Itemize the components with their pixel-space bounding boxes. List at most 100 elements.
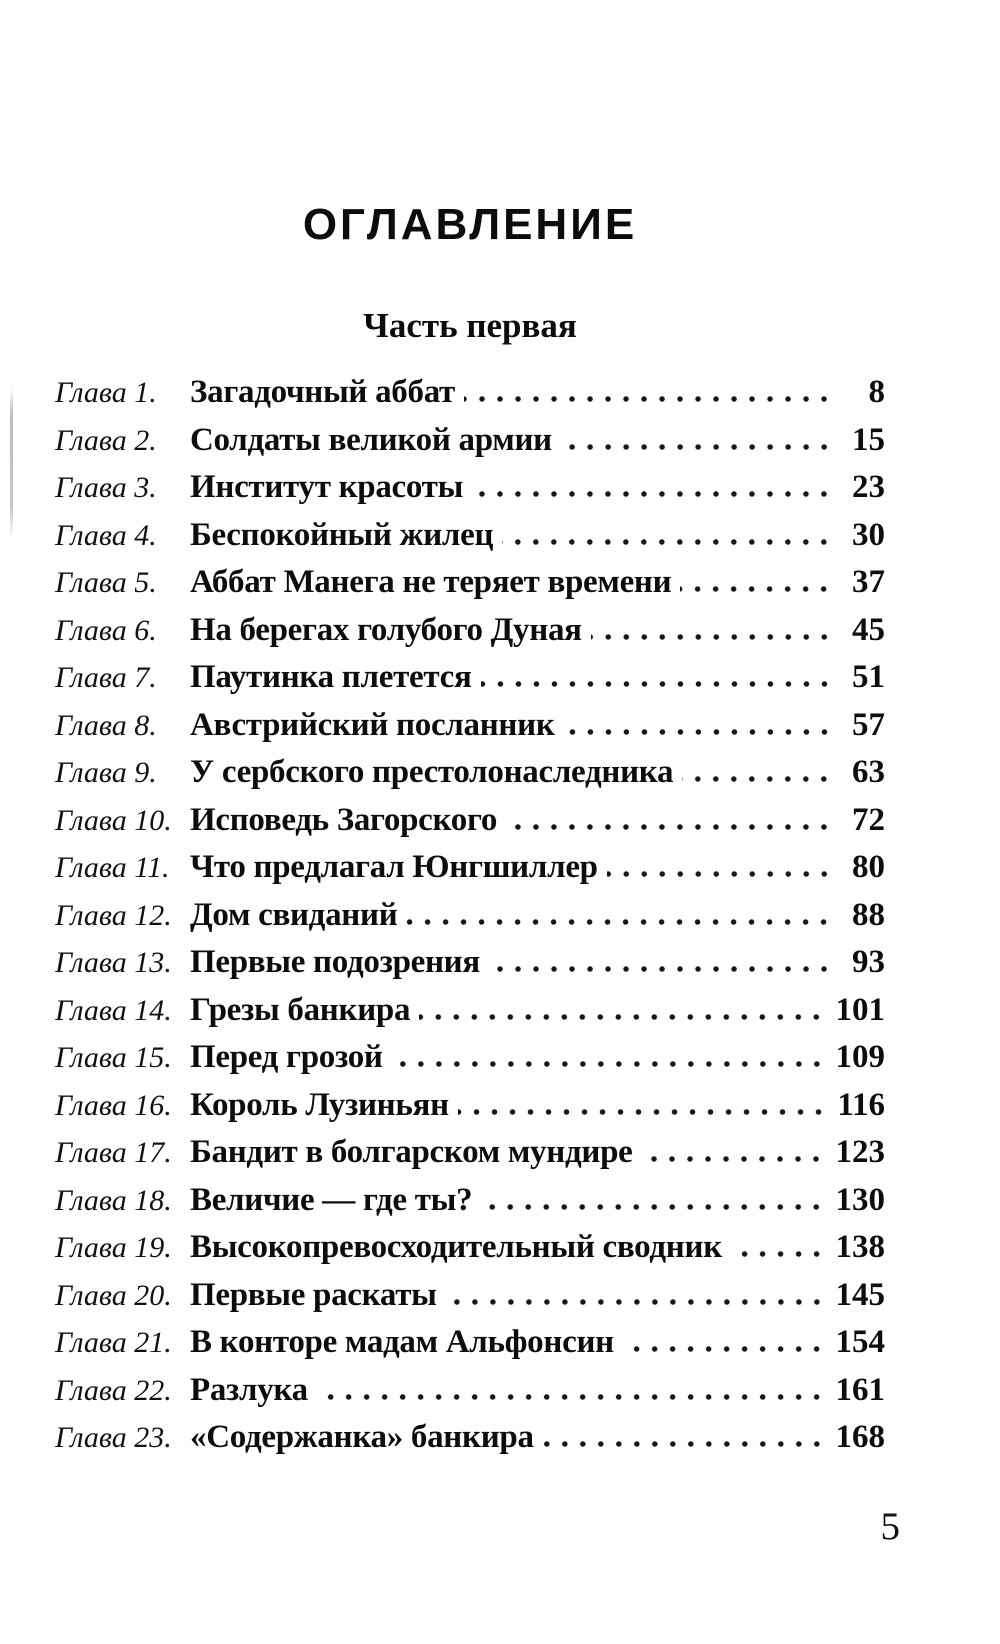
chapter-title: Первые подозрения [190, 944, 480, 980]
dot-leader [606, 871, 833, 877]
chapter-title: На берегах голубого Дуная [190, 611, 582, 648]
toc-entry: Глава 2. Солдаты великой армии 15 [55, 417, 885, 465]
chapter-title: Бандит в болгарском мундире [190, 1134, 633, 1170]
chapter-title: В конторе мадам Альфонсин [190, 1324, 614, 1360]
chapter-page-number: 145 [835, 1276, 886, 1313]
toc-entry: Глава 3. Институт красоты 23 [55, 464, 885, 512]
chapter-title: Загадочный аббат [190, 374, 455, 410]
chapter-title: Паутинка плетется [190, 659, 472, 695]
chapter-page-number: 72 [852, 801, 885, 838]
toc-entry: Глава 1. Загадочный аббат 8 [55, 369, 885, 417]
toc-entry: Глава 19. Высокопревосходительный сводни… [55, 1224, 885, 1272]
chapter-page-number: 138 [835, 1229, 886, 1265]
chapter-label: Глава 4. [55, 518, 157, 552]
chapter-page-number: 45 [852, 611, 885, 648]
scan-artifact-line [10, 388, 13, 538]
chapter-label: Глава 19. [55, 1231, 172, 1264]
toc-entry: Глава 23. «Содержанка» банкира 168 [55, 1414, 885, 1462]
chapter-title: Король Лузиньян [190, 1086, 449, 1123]
dot-leader [563, 728, 833, 735]
chapter-page-number: 80 [852, 849, 885, 885]
chapter-label: Глава 2. [55, 423, 157, 457]
chapter-page-number: 116 [837, 1086, 885, 1123]
chapter-title: Исповедь Загорского [190, 801, 498, 838]
toc-entry: Глава 6. На берегах голубого Дуная 45 [55, 607, 885, 655]
chapter-label: Глава 20. [55, 1278, 172, 1312]
chapter-title: Высокопревосходительный сводник [190, 1229, 722, 1265]
chapter-label: Глава 17. [55, 1136, 172, 1169]
dot-leader [641, 1156, 826, 1162]
chapter-label: Глава 6. [55, 613, 157, 647]
chapter-label: Глава 13. [55, 946, 172, 979]
toc-entry: Глава 21. В конторе мадам Альфонсин 154 [55, 1319, 885, 1367]
chapter-title: Австрийский посланник [190, 706, 555, 743]
folio-page-number: 5 [880, 1505, 901, 1548]
dot-leader [502, 538, 833, 545]
chapter-page-number: 168 [835, 1419, 886, 1455]
chapter-page-number: 130 [835, 1181, 886, 1218]
dot-leader [463, 396, 833, 402]
chapter-label: Глава 7. [55, 661, 157, 694]
toc-entry: Глава 17. Бандит в болгарском мундире 12… [55, 1129, 885, 1177]
chapter-page-number: 57 [852, 706, 885, 743]
chapter-title: Дом свиданий [190, 896, 398, 933]
dot-leader [406, 918, 833, 925]
chapter-page-number: 123 [835, 1134, 886, 1170]
dot-leader [457, 1108, 828, 1115]
dot-leader [481, 1203, 826, 1210]
dot-leader [730, 1251, 826, 1257]
chapter-title: Величие — где ты? [190, 1181, 473, 1218]
chapter-page-number: 88 [852, 896, 885, 933]
dot-leader [680, 586, 833, 592]
chapter-page-number: 154 [835, 1324, 886, 1360]
toc-entry: Глава 13. Первые подозрения 93 [55, 939, 885, 987]
toc-entry: Глава 5. Аббат Манега не теряет времени … [55, 559, 885, 607]
dot-leader [445, 1298, 826, 1305]
toc-entry: Глава 4. Беспокойный жилец 30 [55, 512, 885, 560]
chapter-page-number: 23 [852, 469, 885, 505]
toc-entry: Глава 7. Паутинка плетется 51 [55, 654, 885, 702]
dot-leader [391, 1061, 826, 1067]
toc-title: ОГЛАВЛЕНИЕ [302, 200, 638, 249]
toc-entry: Глава 14. Грезы банкира 101 [55, 987, 885, 1035]
dot-leader [682, 776, 833, 782]
chapter-page-number: 161 [835, 1371, 886, 1408]
toc-entry: Глава 8. Австрийский посланник 57 [55, 702, 885, 750]
chapter-title: Беспокойный жилец [190, 516, 494, 553]
chapter-label: Глава 8. [55, 708, 157, 742]
chapter-page-number: 93 [852, 944, 885, 980]
toc-entry: Глава 9. У сербского престолонаследника … [55, 749, 885, 797]
chapter-label: Глава 15. [55, 1041, 172, 1074]
toc-entry: Глава 12. Дом свиданий 88 [55, 892, 885, 940]
chapter-label: Глава 16. [55, 1088, 172, 1122]
toc-entry: Глава 11. Что предлагал Юнгшиллер 80 [55, 844, 885, 892]
chapter-page-number: 30 [852, 516, 885, 553]
dot-leader [590, 633, 833, 640]
chapter-label: Глава 3. [55, 471, 157, 504]
chapter-page-number: 109 [835, 1039, 886, 1075]
chapter-label: Глава 5. [55, 566, 157, 599]
toc-entry: Глава 18. Величие — где ты? 130 [55, 1177, 885, 1225]
chapter-label: Глава 11. [55, 851, 170, 884]
dot-leader [542, 1441, 826, 1447]
dot-leader [488, 966, 833, 972]
chapter-title: Солдаты великой армии [190, 421, 552, 458]
chapter-page-number: 8 [868, 374, 886, 410]
dot-leader [622, 1346, 826, 1352]
chapter-label: Глава 14. [55, 993, 172, 1027]
chapter-title: Что предлагал Юнгшиллер [190, 849, 598, 885]
chapter-page-number: 101 [835, 991, 886, 1028]
chapter-title: Грезы банкира [190, 991, 411, 1028]
toc-entry: Глава 20. Первые раскаты 145 [55, 1272, 885, 1320]
chapter-title: Институт красоты [190, 469, 464, 505]
chapter-label: Глава 1. [55, 376, 157, 409]
chapter-title: Первые раскаты [190, 1276, 437, 1313]
dot-leader [472, 491, 833, 497]
toc-list: Глава 1. Загадочный аббат 8 Глава 2. Сол… [55, 369, 885, 1462]
chapter-title: Разлука [190, 1371, 308, 1408]
chapter-page-number: 51 [852, 659, 885, 695]
chapter-label: Глава 10. [55, 803, 172, 837]
chapter-label: Глава 9. [55, 756, 157, 789]
toc-entry: Глава 22. Разлука 161 [55, 1367, 885, 1415]
